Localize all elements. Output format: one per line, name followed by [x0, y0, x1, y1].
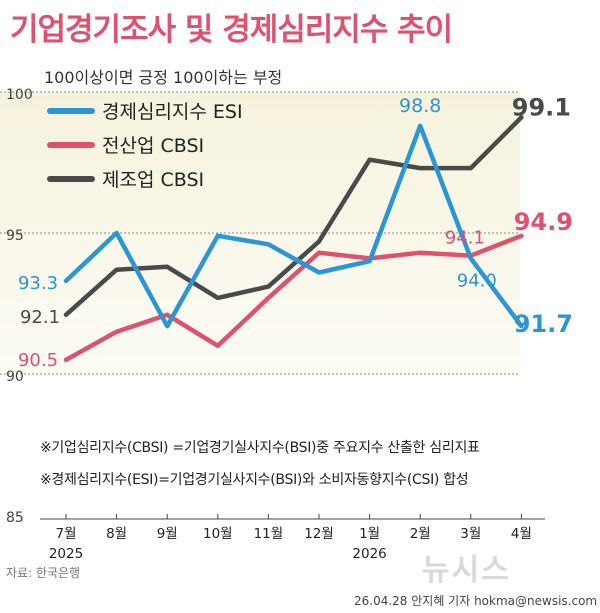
credit-text: 26.04.28 안지혜 기자 hokma@newsis.com: [354, 594, 598, 608]
y-axis-ticks: 85 90 95 100: [6, 87, 33, 526]
data-label: 93.3: [18, 273, 58, 294]
watermark-logo: 뉴시스: [422, 553, 511, 588]
legend: 경제심리지수 ESI 전산업 CBSI 제조업 CBSI: [47, 101, 243, 191]
x-tick-label: 12월: [304, 526, 334, 542]
data-label: 92.1: [20, 307, 60, 328]
data-label: 91.7: [514, 310, 573, 338]
data-label: 94.1: [445, 228, 485, 249]
y-tick-label: 85: [6, 510, 24, 526]
legend-label: 전산업 CBSI: [102, 135, 204, 157]
x-tick-label: 3월: [460, 526, 481, 542]
series-line-2: [63, 115, 524, 318]
y-tick-label: 90: [6, 369, 24, 385]
legend-label: 제조업 CBSI: [102, 169, 204, 191]
chart-subtitle: 100이상이면 긍정 100이하는 부정: [44, 68, 283, 87]
x-year-label: 2026: [352, 546, 386, 562]
note-esi: ※경제심리지수(ESI)=기업경기실사지수(BSI)와 소비자동향지수(CSI)…: [40, 472, 469, 488]
y-tick-label: 100: [6, 87, 33, 103]
series-lines: [63, 115, 524, 363]
series-line-1: [63, 233, 524, 363]
x-tick-label: 7월: [55, 526, 76, 542]
data-label: 98.8: [399, 95, 441, 117]
chart-title: 기업경기조사 및 경제심리지수 추이: [10, 12, 453, 48]
x-tick-label: 4월: [511, 526, 532, 542]
data-label: 90.5: [18, 350, 58, 371]
x-tick-label: 1월: [359, 526, 380, 542]
x-tick-label: 2월: [410, 526, 431, 542]
x-tick-label: 8월: [106, 526, 127, 542]
legend-label: 경제심리지수 ESI: [102, 101, 243, 123]
x-axis: 7월 2025 8월 9월 10월 11월 12월 1월 2026 2월 3월 4월: [40, 514, 545, 562]
series-line-0: [63, 123, 524, 329]
x-tick-label: 9월: [157, 526, 178, 542]
data-label: 99.1: [512, 93, 571, 121]
data-label: 94.9: [514, 208, 573, 236]
note-cbsi: ※기업심리지수(CBSI) =기업경기실사지수(BSI)중 주요지수 산출한 심…: [40, 440, 480, 456]
x-tick-label: 11월: [254, 526, 284, 542]
x-year-label: 2025: [49, 546, 83, 562]
x-tick-label: 10월: [203, 526, 233, 542]
data-labels: 93.3 98.8 94.0 91.7 90.5 94.1 94.9 92.1 99.1: [18, 93, 573, 371]
source-text: 자료: 한국은행: [6, 566, 81, 580]
grid: [0, 91, 520, 375]
y-tick-label: 95: [6, 228, 24, 244]
data-label: 94.0: [457, 270, 497, 291]
